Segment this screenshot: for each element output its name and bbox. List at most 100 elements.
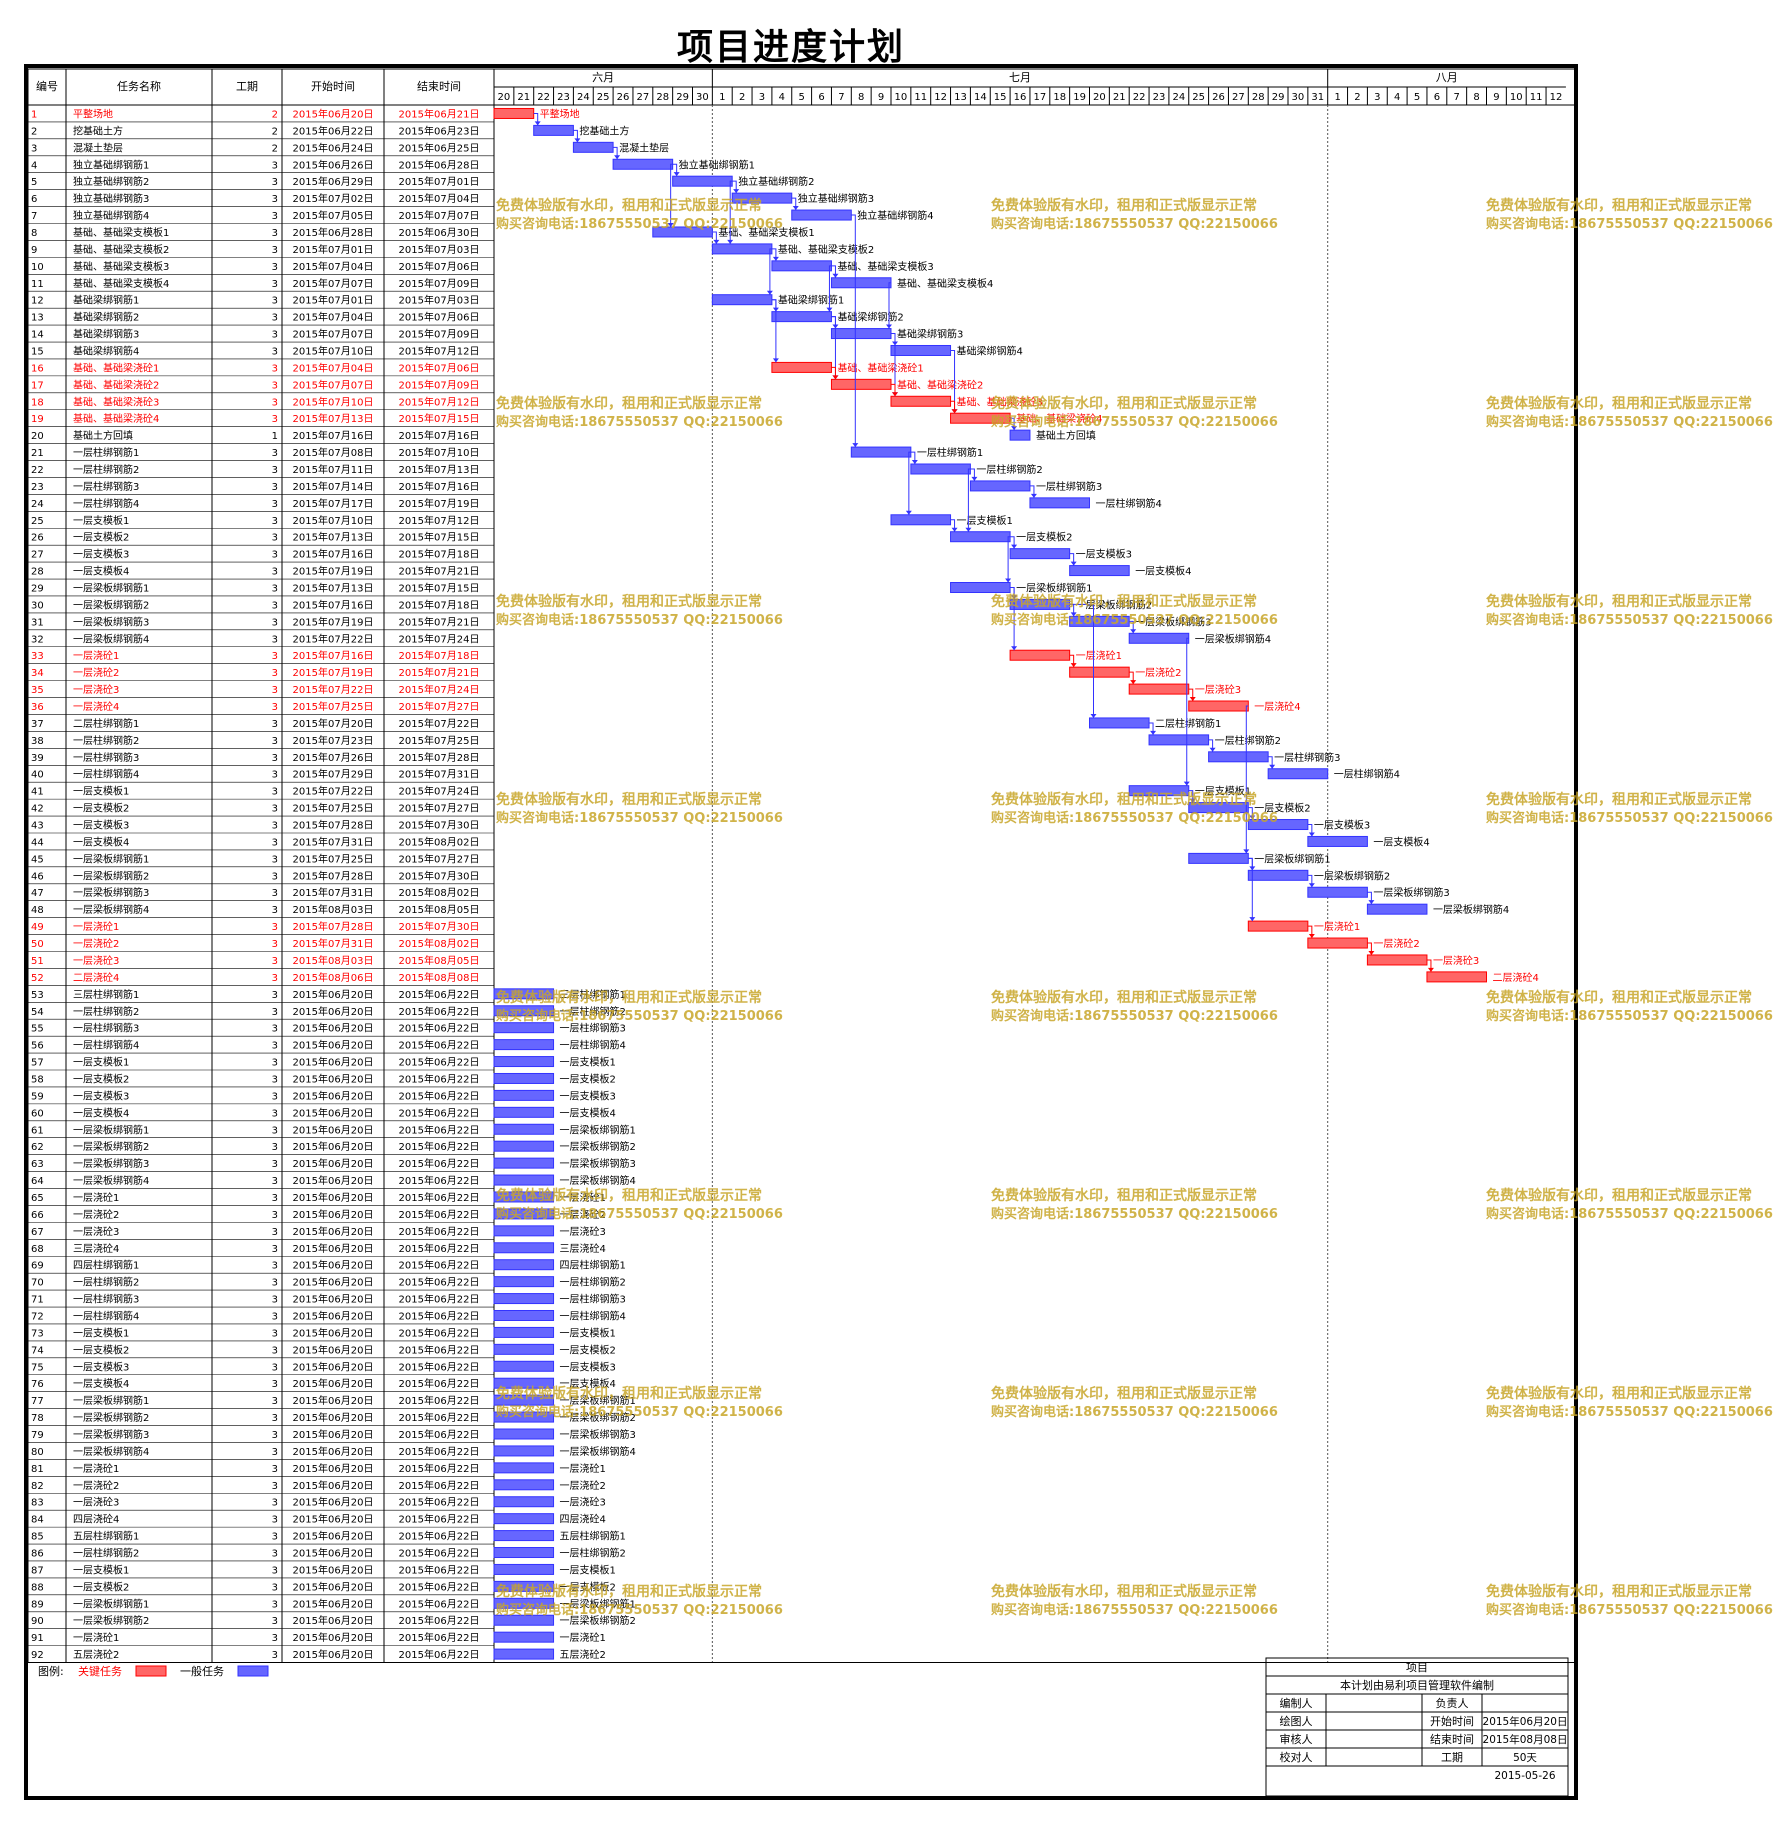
task-start: 2015年07月10日 [293, 344, 374, 357]
bar-label: 四层柱绑钢筋1 [560, 1259, 626, 1272]
gantt-bar [493, 1445, 555, 1457]
dependency-arrow [951, 409, 958, 414]
day-tick-label: 18 [1053, 92, 1066, 103]
info-start_value: 2015年06月20日 [1483, 1715, 1568, 1728]
gantt-bar [771, 361, 832, 373]
task-name: 基础、基础梁浇砼1 [73, 361, 159, 374]
bar-label: 平整场地 [540, 107, 580, 120]
gantt-bar [1208, 751, 1269, 763]
watermark-line2: 购买咨询电话:18675550537 QQ:22150066 [991, 414, 1278, 430]
task-end: 2015年07月03日 [399, 243, 480, 256]
dependency-link [891, 333, 896, 397]
day-tick-label: 2 [739, 92, 745, 103]
day-tick-label: 3 [1374, 92, 1380, 103]
bar-label: 一层梁板绑钢筋2 [560, 1411, 636, 1424]
task-duration: 3 [272, 584, 278, 595]
task-end: 2015年07月18日 [399, 598, 480, 611]
task-end: 2015年06月22日 [399, 1326, 480, 1339]
task-start: 2015年07月28日 [293, 819, 374, 832]
gantt-bar [830, 277, 892, 289]
task-name: 基础、基础梁浇砼3 [73, 395, 159, 408]
watermark-line2: 购买咨询电话:18675550537 QQ:22150066 [496, 216, 783, 232]
task-start: 2015年06月20日 [293, 1580, 374, 1593]
task-name: 三层柱绑钢筋1 [73, 988, 139, 1001]
task-start: 2015年06月20日 [293, 1089, 374, 1102]
task-name: 一层浇砼1 [73, 649, 119, 662]
watermark-line1: 免费体验版有水印，租用和正式版显示正常 [496, 1187, 762, 1204]
task-duration: 3 [272, 346, 278, 357]
task-name: 一层浇砼2 [73, 666, 119, 679]
day-tick-label: 29 [1272, 92, 1285, 103]
task-end: 2015年06月25日 [399, 141, 480, 154]
task-duration: 3 [272, 499, 278, 510]
watermark-line1: 免费体验版有水印，租用和正式版显示正常 [496, 395, 762, 412]
task-end: 2015年06月22日 [399, 1022, 480, 1035]
gantt-bar [1069, 565, 1130, 577]
task-name: 基础梁绑钢筋3 [73, 328, 139, 341]
task-end: 2015年06月22日 [399, 1631, 480, 1644]
task-id: 45 [31, 854, 44, 865]
dependency-arrow [892, 392, 898, 397]
task-end: 2015年06月22日 [399, 1039, 480, 1052]
task-end: 2015年06月22日 [399, 1343, 480, 1356]
gantt-bar [1366, 954, 1428, 966]
gantt-bar [493, 1530, 555, 1542]
bar-label: 独立基础绑钢筋3 [798, 192, 874, 205]
task-end: 2015年06月22日 [399, 1445, 480, 1458]
day-tick-label: 12 [934, 92, 947, 103]
task-start: 2015年07月13日 [293, 582, 374, 595]
gantt-bar [493, 1225, 555, 1237]
task-start: 2015年06月20日 [293, 1377, 374, 1390]
task-end: 2015年06月22日 [399, 988, 480, 1001]
gantt-bar [1426, 971, 1487, 983]
dependency-link [851, 214, 856, 448]
task-name: 一层梁板绑钢筋1 [73, 1597, 149, 1610]
dependency-arrow [1130, 629, 1137, 634]
task-start: 2015年06月20日 [293, 1648, 374, 1661]
task-start: 2015年07月04日 [293, 260, 374, 273]
task-start: 2015年06月20日 [293, 1072, 374, 1085]
task-name: 一层浇砼1 [73, 920, 119, 933]
task-start: 2015年07月25日 [293, 700, 374, 713]
bar-label: 一层支模板2 [560, 1580, 616, 1593]
task-start: 2015年06月20日 [293, 1513, 374, 1526]
bar-label: 一层支模板4 [1135, 565, 1191, 578]
dependency-arrow [713, 239, 720, 244]
bar-label: 一层浇砼1 [560, 1191, 606, 1204]
dependency-arrow [1308, 883, 1315, 888]
dependency-arrow [1030, 493, 1037, 498]
task-duration: 3 [272, 380, 278, 391]
gantt-bar [493, 107, 535, 119]
task-name: 一层柱绑钢筋2 [73, 734, 139, 747]
gantt-bar [493, 1377, 555, 1389]
gantt-bar [493, 1276, 555, 1288]
dependency-arrow [772, 358, 779, 363]
task-name: 基础梁绑钢筋2 [73, 311, 139, 324]
task-duration: 3 [272, 567, 278, 578]
task-id: 54 [31, 1007, 44, 1018]
task-name: 基础、基础梁浇砼4 [73, 412, 159, 425]
bar-label: 一层支模板2 [560, 1072, 616, 1085]
task-name: 一层支模板1 [73, 1563, 129, 1576]
task-duration: 3 [272, 465, 278, 476]
task-end: 2015年06月22日 [399, 1377, 480, 1390]
bar-label: 一层梁板绑钢筋1 [1254, 852, 1330, 865]
task-end: 2015年06月21日 [399, 107, 480, 120]
task-duration: 3 [272, 194, 278, 205]
dependency-arrow [1011, 646, 1018, 651]
task-duration: 3 [272, 397, 278, 408]
task-start: 2015年06月20日 [293, 1276, 374, 1289]
info-checker: 校对人 [1280, 1750, 1313, 1764]
task-end: 2015年07月04日 [399, 192, 480, 205]
task-start: 2015年06月20日 [293, 1411, 374, 1424]
task-name: 一层梁板绑钢筋1 [73, 1394, 149, 1407]
bar-label: 一层梁板绑钢筋1 [560, 1597, 636, 1610]
task-start: 2015年07月04日 [293, 311, 374, 324]
bar-label: 一层浇砼1 [560, 1462, 606, 1475]
task-id: 71 [31, 1295, 44, 1306]
task-duration: 3 [272, 533, 278, 544]
task-id: 26 [31, 533, 44, 544]
task-end: 2015年06月22日 [399, 1056, 480, 1069]
day-tick-label: 28 [1252, 92, 1265, 103]
task-duration: 3 [272, 1142, 278, 1153]
